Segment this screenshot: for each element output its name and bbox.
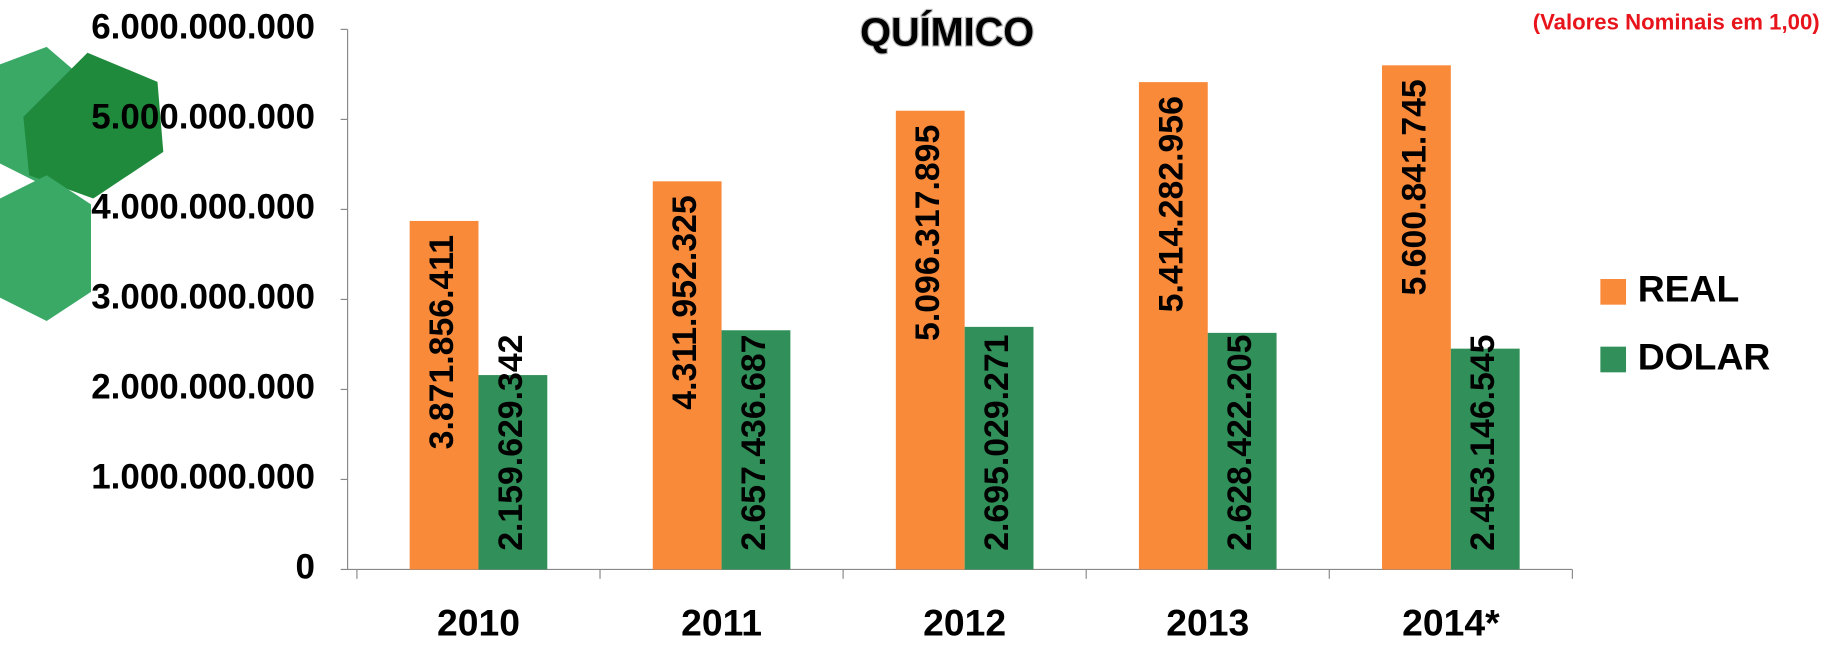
value-label: 2.695.029.271 xyxy=(978,335,1016,551)
chart: QUÍMICO (Valores Nominais em 1,00) 0 1.00… xyxy=(0,0,1829,649)
legend-swatch xyxy=(1600,279,1626,305)
value-label: 2.159.629.342 xyxy=(492,335,530,551)
value-label: 4.311.952.325 xyxy=(666,195,704,409)
y-tick-label: 3.000.000.000 xyxy=(91,278,315,317)
value-label: 2.657.436.687 xyxy=(735,335,773,551)
legend-swatch xyxy=(1600,347,1626,373)
legend-label: DOLAR xyxy=(1638,335,1771,377)
value-label: 5.414.282.956 xyxy=(1152,96,1190,312)
chart-title: QUÍMICO xyxy=(860,11,1034,55)
y-tick-label: 5.000.000.000 xyxy=(91,98,315,137)
value-label: 2.628.422.205 xyxy=(1221,335,1259,551)
y-tick-label: 4.000.000.000 xyxy=(91,188,315,227)
y-tick-label: 2.000.000.000 xyxy=(91,368,315,407)
x-tick-label: 2013 xyxy=(1166,601,1249,643)
value-label: 5.600.841.745 xyxy=(1395,79,1433,295)
x-tick-label: 2011 xyxy=(681,601,762,643)
x-tick-label: 2010 xyxy=(437,601,520,643)
x-tick-label: 2012 xyxy=(923,601,1006,643)
value-label: 2.453.146.545 xyxy=(1464,335,1502,551)
chart-subtitle: (Valores Nominais em 1,00) xyxy=(1533,9,1820,34)
x-tick-label: 2014* xyxy=(1402,601,1500,643)
y-tick-label: 1.000.000.000 xyxy=(91,458,315,497)
value-label: 5.096.317.895 xyxy=(909,125,947,341)
y-tick-label: 6.000.000.000 xyxy=(91,8,315,47)
legend-label: REAL xyxy=(1638,268,1740,310)
value-label: 3.871.856.411 xyxy=(423,235,461,449)
y-tick-label: 0 xyxy=(295,548,314,587)
